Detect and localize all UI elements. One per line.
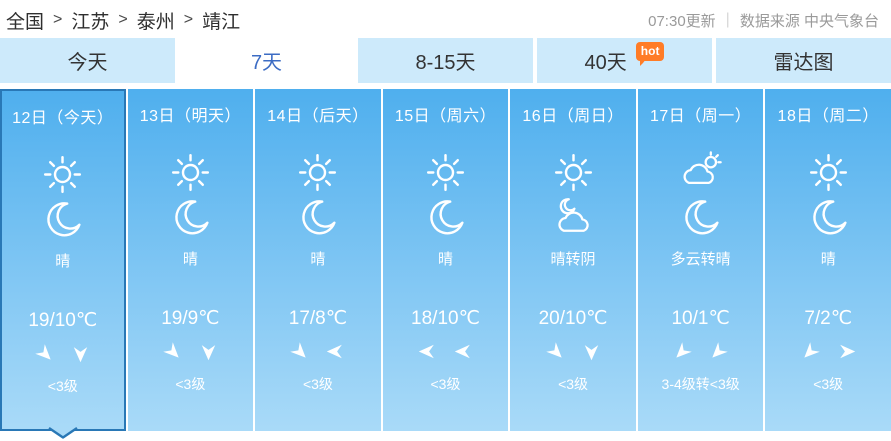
wind-arrow-left-icon xyxy=(326,342,345,361)
sun-icon xyxy=(551,150,596,195)
moon-icon xyxy=(678,196,723,241)
day-date-label: 13日（明天） xyxy=(139,108,241,125)
wind-direction-arrows xyxy=(801,342,856,361)
temperature-label: 20/10℃ xyxy=(538,308,608,329)
temperature-label: 17/8℃ xyxy=(288,308,348,329)
day-column[interactable]: 18日（周二） 晴 7/2℃ <3级 xyxy=(765,89,891,431)
tab-40天[interactable]: 40天 hot xyxy=(537,38,712,83)
wind-arrow-left-icon xyxy=(418,342,437,361)
day-date-label: 18日（周二） xyxy=(777,108,879,125)
wind-direction-arrows xyxy=(290,342,345,361)
day-column[interactable]: 15日（周六） 晴 18/10℃ <3级 xyxy=(382,89,509,431)
hot-badge: hot xyxy=(635,42,665,66)
wind-level-label: <3级 xyxy=(302,376,333,392)
selected-day-pointer xyxy=(48,427,78,439)
weather-condition-label: 晴 xyxy=(437,251,453,268)
weather-condition-label: 多云转晴 xyxy=(670,251,731,268)
cloud-sun-icon xyxy=(678,150,723,195)
moon-icon xyxy=(295,196,340,241)
tab-label: 40天 xyxy=(584,52,627,74)
wind-level-label: <3级 xyxy=(175,376,206,392)
tab-雷达图[interactable]: 雷达图 xyxy=(716,38,891,83)
tab-7天[interactable]: 7天 xyxy=(179,38,354,83)
sun-icon xyxy=(423,150,468,195)
breadcrumb: 全国 > 江苏 > 泰州 > 靖江 xyxy=(6,7,240,34)
sun-icon xyxy=(806,150,851,195)
day-column[interactable]: 13日（明天） 晴 19/9℃ <3级 xyxy=(127,89,254,431)
moon-icon xyxy=(806,196,851,241)
breadcrumb-link-country[interactable]: 全国 xyxy=(6,11,45,33)
breadcrumb-separator: > xyxy=(183,11,194,28)
wind-arrow-down-left-icon xyxy=(705,338,732,365)
wind-direction-arrows xyxy=(163,342,218,361)
breadcrumb-link-province[interactable]: 江苏 xyxy=(71,11,110,33)
wind-arrow-left-icon xyxy=(454,342,473,361)
day-column[interactable]: 16日（周日） 晴转阴 20/10℃ <3级 xyxy=(510,89,636,431)
wind-level-label: <3级 xyxy=(813,376,844,392)
moon-icon xyxy=(423,196,468,241)
weather-condition-label: 晴 xyxy=(820,251,836,268)
moon-icon xyxy=(168,196,213,241)
wind-arrow-down-right-icon xyxy=(159,338,186,365)
days-grid: 12日（今天） 晴 19/10℃ <3级 13日（明天） 晴 19/9℃ <3级… xyxy=(0,89,891,439)
moon-icon xyxy=(40,198,85,243)
breadcrumb-separator: > xyxy=(118,11,128,28)
breadcrumb-link-city[interactable]: 泰州 xyxy=(136,11,175,33)
wind-arrow-down-right-icon xyxy=(286,338,313,365)
wind-direction-arrows xyxy=(545,342,601,361)
wind-direction-arrows xyxy=(418,342,473,361)
temperature-label: 19/10℃ xyxy=(28,310,98,331)
sun-icon xyxy=(295,150,340,195)
wind-arrow-down-icon xyxy=(582,342,601,361)
cloud-moon-icon xyxy=(551,196,596,241)
wind-arrow-down-left-icon xyxy=(669,338,696,365)
top-bar: 全国 > 江苏 > 泰州 > 靖江 07:30更新 | 数据来源 中央气象台 xyxy=(0,0,891,38)
breadcrumb-current-location: 靖江 xyxy=(202,11,241,33)
tab-label: 今天 xyxy=(67,52,108,74)
day-date-label: 14日（后天） xyxy=(267,108,369,125)
day-column[interactable]: 17日（周一） 多云转晴 10/1℃ 3-4级转<3级 xyxy=(637,89,764,431)
weather-condition-label: 晴 xyxy=(182,251,198,268)
day-date-label: 16日（周日） xyxy=(522,108,624,125)
update-time-label: 07:30更新 xyxy=(648,12,716,30)
wind-level-label: 3-4级转<3级 xyxy=(661,376,740,392)
wind-arrow-down-icon xyxy=(199,342,218,361)
tab-label: 雷达图 xyxy=(773,52,834,74)
forecast-tabs: 今天 7天 8-15天 40天 hot 雷达图 xyxy=(0,38,891,83)
temperature-label: 18/10℃ xyxy=(411,308,480,329)
wind-arrow-right-icon xyxy=(837,342,856,361)
wind-arrow-down-right-icon xyxy=(542,338,569,365)
day-column[interactable]: 12日（今天） 晴 19/10℃ <3级 xyxy=(0,89,126,439)
wind-direction-arrows xyxy=(35,344,90,363)
wind-arrow-down-right-icon xyxy=(31,340,58,367)
temperature-label: 19/9℃ xyxy=(161,308,220,329)
tab-8-15天[interactable]: 8-15天 xyxy=(358,38,533,83)
wind-level-label: <3级 xyxy=(430,376,461,392)
wind-arrow-down-icon xyxy=(71,344,90,363)
weather-condition-label: 晴 xyxy=(55,253,71,270)
data-source-info: 07:30更新 | 数据来源 中央气象台 xyxy=(648,10,879,31)
sun-icon xyxy=(168,150,213,195)
breadcrumb-separator: > xyxy=(53,11,63,28)
day-date-label: 17日（周一） xyxy=(649,108,752,125)
tab-label: 8-15天 xyxy=(415,52,476,74)
wind-arrow-down-left-icon xyxy=(797,338,824,365)
sun-icon xyxy=(40,152,85,197)
weather-condition-label: 晴 xyxy=(310,251,326,268)
weather-condition-label: 晴转阴 xyxy=(550,251,596,268)
temperature-label: 7/2℃ xyxy=(804,308,853,329)
wind-level-label: <3级 xyxy=(558,376,589,392)
temperature-label: 10/1℃ xyxy=(671,308,730,329)
day-date-label: 12日（今天） xyxy=(12,110,114,127)
wind-level-label: <3级 xyxy=(47,378,78,394)
meta-divider: | xyxy=(725,11,730,28)
wind-direction-arrows xyxy=(673,342,728,361)
tab-今天[interactable]: 今天 xyxy=(0,38,175,83)
tab-label: 7天 xyxy=(250,52,283,74)
day-column[interactable]: 14日（后天） 晴 17/8℃ <3级 xyxy=(255,89,381,431)
data-source-label: 数据来源 中央气象台 xyxy=(739,12,879,30)
day-date-label: 15日（周六） xyxy=(394,108,497,125)
